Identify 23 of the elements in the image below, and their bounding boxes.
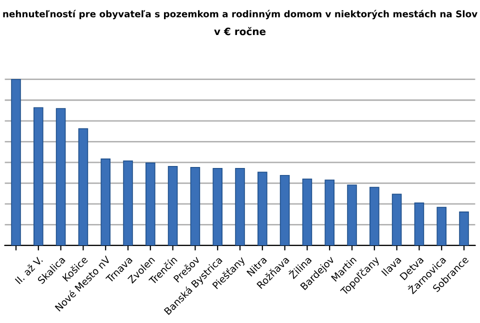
bar xyxy=(56,108,66,246)
bar xyxy=(302,178,312,246)
bar xyxy=(324,180,334,246)
chart-title: nehnuteľností pre obyvateľa s pozemkom a rodinným domom v niektorých mestách na Slov xyxy=(3,10,478,20)
bar xyxy=(280,174,290,246)
bar xyxy=(414,202,424,246)
bar xyxy=(392,194,402,246)
bar xyxy=(146,162,156,246)
bar xyxy=(123,160,133,246)
chart-subtitle: v € ročne xyxy=(214,27,266,36)
bar xyxy=(212,168,222,246)
bar xyxy=(78,128,88,246)
bar xyxy=(436,206,446,246)
bar xyxy=(459,212,469,246)
bar xyxy=(100,158,110,246)
bar xyxy=(235,168,245,246)
bar xyxy=(370,186,380,246)
bar xyxy=(347,184,357,246)
bar xyxy=(168,166,178,246)
bar xyxy=(11,78,21,246)
bar xyxy=(190,166,200,246)
bar xyxy=(258,172,268,246)
bar xyxy=(34,107,44,246)
